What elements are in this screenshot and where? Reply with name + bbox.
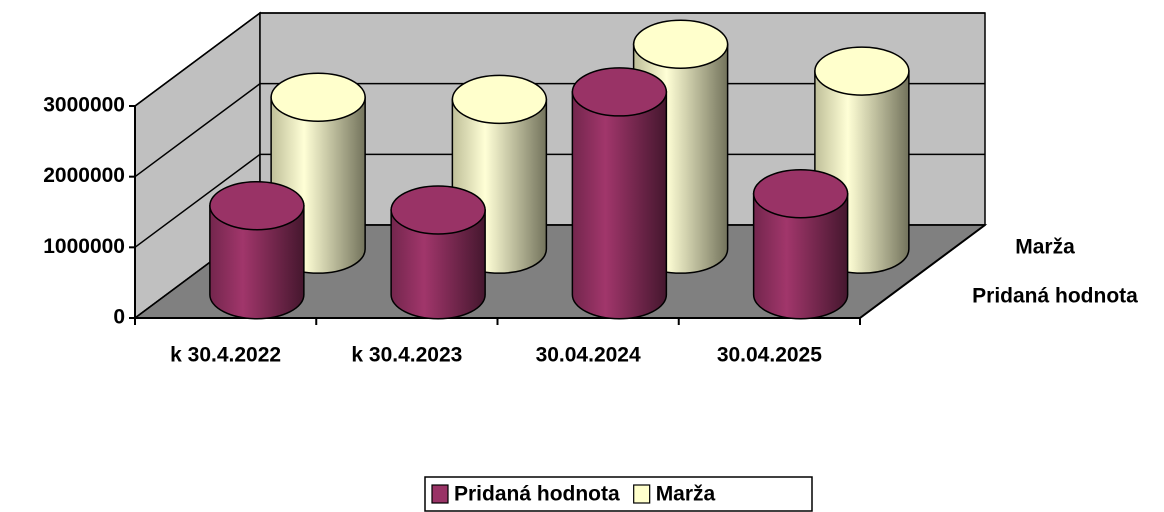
x-tick-label: 30.04.2024: [536, 344, 641, 367]
grid-line: [134, 82, 985, 178]
y-tick-label: 1000000: [43, 235, 125, 258]
cylinder: [390, 185, 486, 320]
grid-line: [134, 153, 985, 248]
x-tick-label: k 30.4.2022: [170, 344, 281, 367]
y-tick-label: 0: [113, 306, 125, 329]
y-tick-label: 3000000: [43, 94, 125, 117]
legend-swatch: [431, 484, 449, 504]
grid-line: [134, 12, 985, 107]
depth-axis: [859, 224, 986, 319]
legend-label: Marža: [656, 483, 716, 506]
depth-label: Pridaná hodnota: [972, 285, 1138, 308]
legend-label: Pridaná hodnota: [454, 483, 620, 506]
legend-box: [424, 476, 813, 512]
x-tick-label: 30.04.2025: [717, 344, 822, 367]
cylinder: [571, 67, 668, 320]
legend-swatch: [633, 484, 651, 504]
y-tick-label: 2000000: [43, 164, 125, 187]
cylinder: [752, 168, 849, 320]
cylinder: [209, 180, 305, 320]
x-tick-label: k 30.4.2023: [351, 344, 462, 367]
depth-label: Marža: [1015, 236, 1075, 259]
